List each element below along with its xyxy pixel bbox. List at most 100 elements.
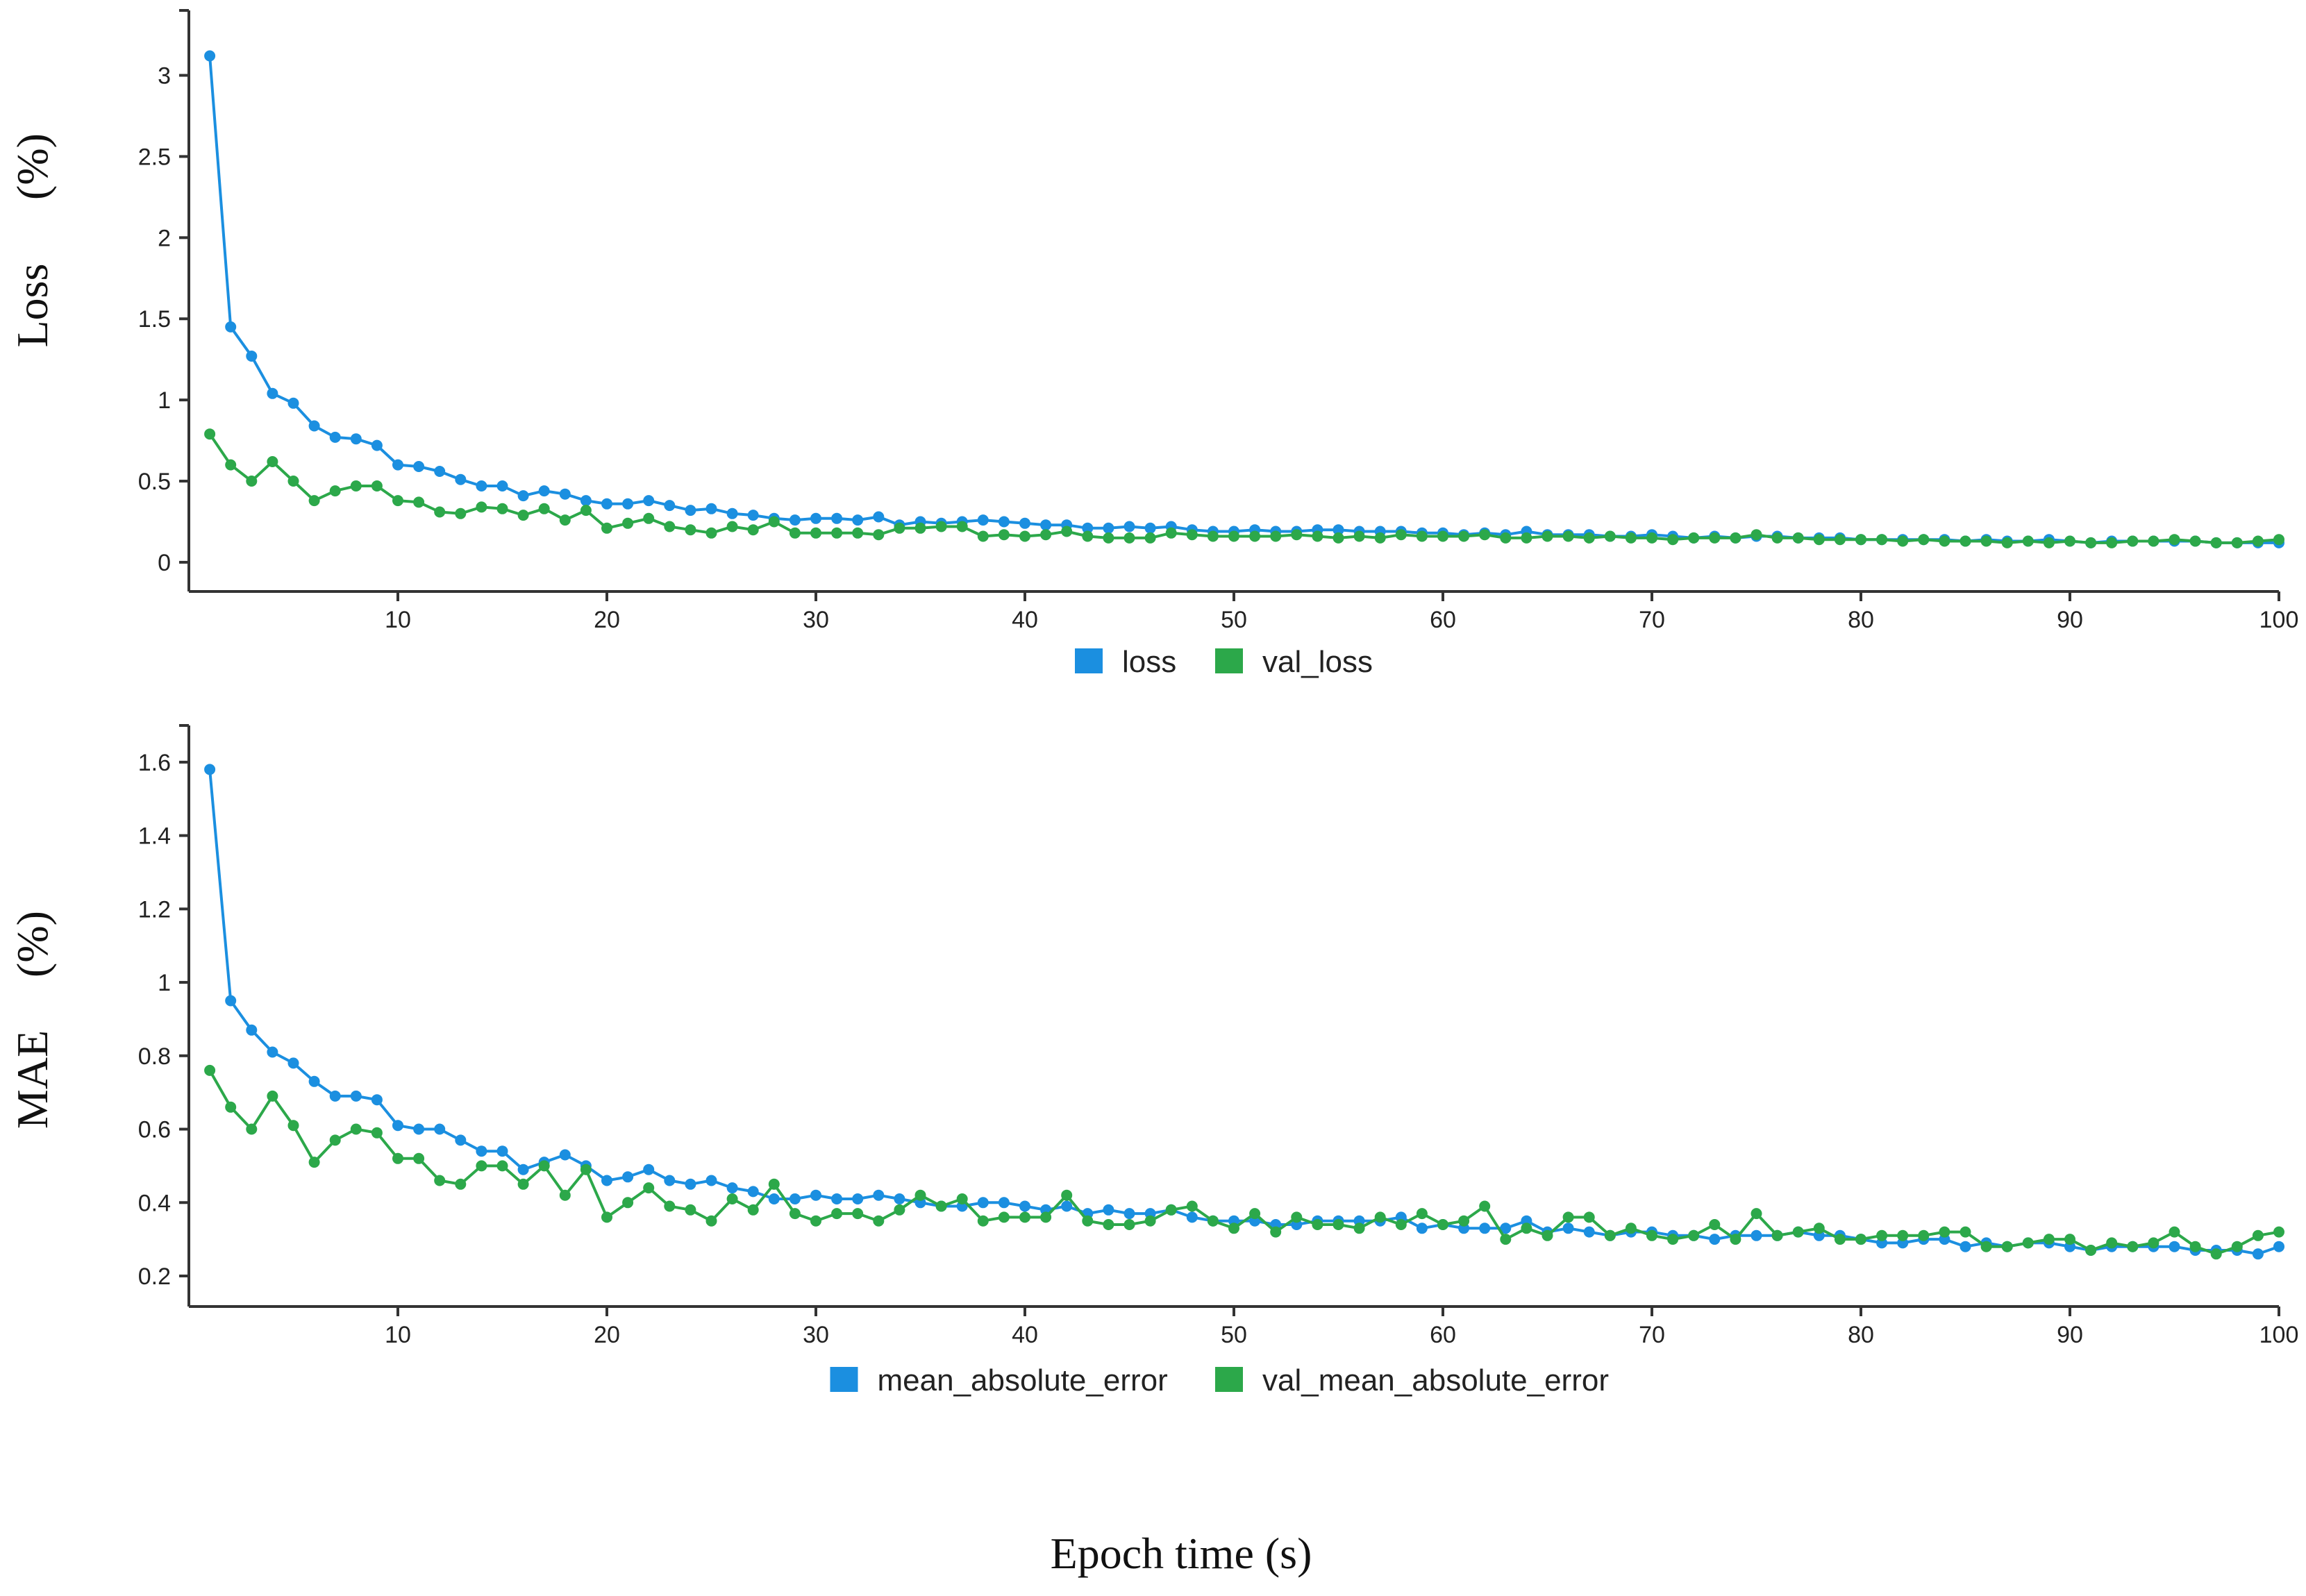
data-point — [1103, 1204, 1114, 1216]
data-point — [2127, 535, 2139, 547]
data-point — [1709, 1219, 1721, 1230]
data-point — [1876, 534, 1888, 546]
data-point — [768, 516, 780, 528]
data-point — [1186, 1211, 1198, 1223]
data-point — [1061, 526, 1073, 537]
y-tick-label: 0 — [158, 550, 171, 576]
data-point — [1103, 522, 1114, 534]
data-point — [1040, 519, 1052, 531]
data-point — [392, 1120, 403, 1132]
data-point — [267, 1090, 278, 1102]
x-tick-label: 100 — [2259, 1322, 2299, 1348]
data-point — [1165, 1204, 1177, 1216]
data-point — [1061, 1200, 1073, 1212]
data-point — [873, 511, 885, 523]
data-point — [810, 512, 821, 524]
data-point — [1332, 1219, 1344, 1230]
data-point — [267, 387, 278, 399]
data-point — [998, 1211, 1010, 1223]
data-point — [2252, 1248, 2264, 1260]
data-point — [810, 1189, 821, 1201]
data-point — [308, 495, 320, 507]
x-tick-label: 90 — [2057, 1322, 2083, 1348]
data-point — [852, 527, 864, 539]
data-point — [308, 420, 320, 432]
data-point — [2148, 535, 2159, 547]
data-point — [1500, 1223, 1512, 1234]
y-tick-label: 3 — [158, 63, 171, 90]
data-point — [455, 473, 467, 485]
data-point — [287, 397, 299, 409]
data-point — [1395, 1219, 1407, 1230]
data-point — [267, 456, 278, 467]
data-point — [517, 490, 529, 502]
data-point — [643, 1164, 655, 1175]
data-point — [1479, 529, 1491, 541]
data-point — [664, 500, 676, 512]
data-point — [643, 495, 655, 507]
data-point — [1771, 532, 1783, 544]
data-point — [392, 459, 403, 471]
data-point — [1040, 1211, 1052, 1223]
legend-swatch-val-loss — [1215, 648, 1243, 673]
data-point — [977, 1197, 989, 1209]
data-point — [1228, 1223, 1239, 1234]
data-point — [225, 1101, 237, 1113]
data-point — [998, 1197, 1010, 1209]
data-point — [1374, 1211, 1386, 1223]
data-point — [371, 439, 383, 451]
data-point — [496, 480, 508, 492]
data-point — [1541, 530, 1553, 542]
data-point — [1960, 1241, 1971, 1252]
data-point — [1980, 1241, 1992, 1252]
data-point — [580, 495, 592, 507]
data-point — [1646, 532, 1657, 544]
data-point — [643, 1182, 655, 1194]
y-tick-label: 1 — [158, 387, 171, 414]
x-tick-label: 50 — [1221, 1322, 1247, 1348]
y-tick-label: 1.6 — [138, 750, 171, 776]
data-point — [789, 1208, 801, 1220]
data-point — [1521, 532, 1532, 544]
data-point — [2252, 1229, 2264, 1241]
data-point — [580, 1164, 592, 1175]
legend-swatch-val-mean-absolute-error — [1215, 1367, 1243, 1392]
data-point — [852, 1208, 864, 1220]
data-point — [2064, 535, 2075, 547]
data-point — [1500, 532, 1512, 544]
x-tick-label: 40 — [1012, 1322, 1038, 1348]
data-point — [225, 995, 237, 1007]
data-point — [2231, 1241, 2243, 1252]
data-point — [246, 1123, 258, 1135]
data-point — [1897, 535, 1909, 547]
data-point — [329, 431, 341, 443]
data-point — [476, 480, 487, 492]
data-point — [705, 503, 717, 514]
data-point — [476, 1160, 487, 1172]
data-point — [956, 521, 968, 532]
mae-chart: 0.2 0.4 0.6 0.8 1 1.2 1.4 1.6 10 20 30 40 50 60 70 80 90… — [8, 724, 2299, 1397]
data-point — [977, 514, 989, 526]
data-point — [914, 522, 926, 534]
data-point — [1103, 532, 1114, 544]
data-point — [2106, 1237, 2118, 1249]
data-point — [2273, 534, 2284, 546]
data-point — [1751, 529, 1762, 541]
data-point — [1562, 530, 1574, 542]
data-point — [601, 522, 612, 534]
data-point — [852, 1193, 864, 1204]
data-point — [413, 1123, 425, 1135]
data-point — [434, 1123, 446, 1135]
data-point — [1813, 534, 1825, 546]
data-point — [1646, 1229, 1657, 1241]
data-point — [726, 1182, 738, 1194]
data-point — [287, 1057, 299, 1069]
y-tick-label: 1.5 — [138, 306, 171, 333]
data-point — [2169, 1241, 2180, 1252]
data-point — [1144, 532, 1156, 544]
data-point — [1709, 532, 1721, 544]
data-point — [1730, 532, 1741, 544]
data-point — [350, 1090, 362, 1102]
data-point — [2001, 537, 2013, 548]
data-point — [1395, 529, 1407, 541]
